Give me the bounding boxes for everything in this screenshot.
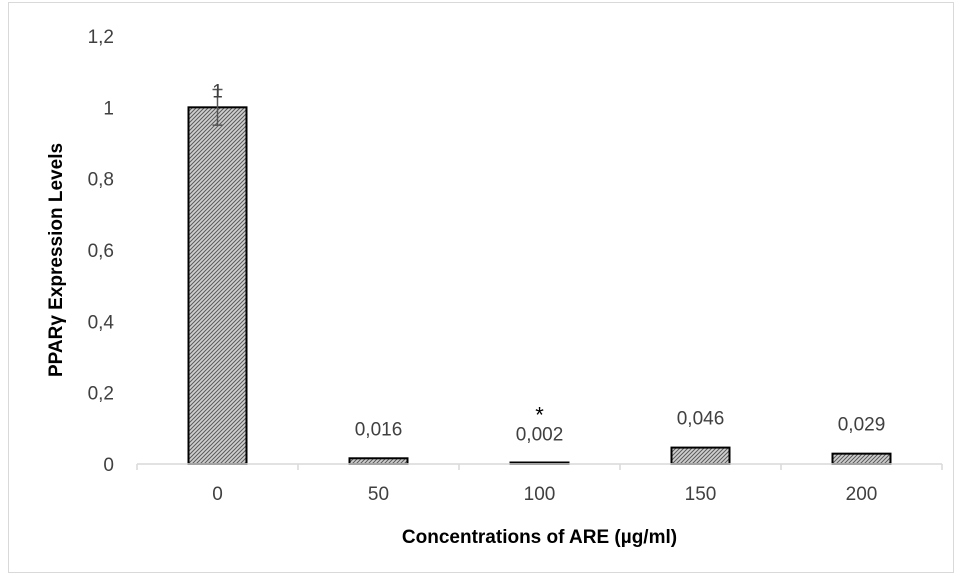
data-label: 0,016: [355, 419, 403, 440]
chart-frame: [8, 2, 954, 573]
x-tick-label: 150: [685, 484, 717, 505]
bar: [670, 446, 731, 465]
data-label: 1: [212, 81, 223, 102]
x-tick-label: 0: [212, 484, 223, 505]
x-tick-label: 100: [524, 484, 556, 505]
y-tick-label: 0: [103, 455, 114, 476]
data-label: 0,046: [677, 409, 725, 430]
data-label: 0,002: [516, 424, 564, 445]
bar: [187, 106, 248, 465]
significance-marker: *: [535, 402, 544, 427]
y-tick-label: 0,4: [88, 312, 115, 333]
x-axis-title: Concentrations of ARE (µg/ml): [402, 527, 677, 548]
y-tick-label: 1,2: [88, 27, 114, 48]
y-tick-label: 0,6: [88, 241, 114, 262]
y-tick-label: 0,8: [88, 170, 114, 191]
bar: [831, 452, 892, 466]
data-label: 0,029: [838, 415, 886, 436]
bar: [348, 457, 409, 466]
x-tick-label: 200: [846, 484, 878, 505]
y-axis-title: PPARγ Expression Levels: [46, 143, 67, 377]
x-tick-label: 50: [368, 484, 389, 505]
y-tick-label: 0,2: [88, 384, 114, 405]
y-tick-label: 1: [103, 98, 114, 119]
